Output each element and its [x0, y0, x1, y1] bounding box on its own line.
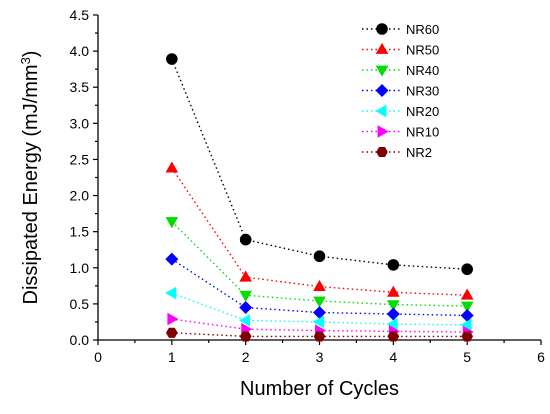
x-tick-label: 0 [94, 349, 102, 365]
legend-item-nr10: NR10 [362, 125, 439, 140]
x-axis-ticks: 0 1 2 3 4 5 6 [94, 340, 545, 365]
data-point [461, 263, 473, 276]
data-point [165, 252, 179, 266]
data-point [460, 301, 474, 313]
legend-item-nr20: NR20 [362, 104, 439, 119]
data-point [313, 331, 326, 342]
series-nr50 [165, 161, 474, 300]
x-tick-label: 4 [389, 349, 397, 365]
legend-label: NR40 [406, 63, 439, 78]
legend-marker [375, 84, 389, 97]
data-point [165, 217, 179, 229]
legend-label: NR50 [406, 43, 439, 58]
series-line [171, 318, 468, 333]
data-point [460, 288, 474, 300]
y-tick-label: 3.5 [70, 79, 90, 95]
data-point [165, 286, 177, 300]
legend-label: NR20 [406, 104, 439, 119]
data-point [313, 296, 326, 308]
legend-label: NR60 [406, 22, 439, 37]
series-nr2 [165, 327, 474, 342]
data-point [165, 327, 178, 338]
data-point [239, 314, 251, 327]
series-line [171, 221, 468, 307]
legend-item-nr50: NR50 [362, 43, 439, 58]
data-point [313, 250, 326, 263]
legend-item-nr2: NR2 [362, 145, 432, 160]
data-point [312, 315, 324, 329]
series-nr30 [165, 252, 474, 322]
data-point [387, 300, 400, 312]
legend-label: NR2 [406, 145, 432, 160]
y-tick-label: 1.0 [70, 260, 90, 276]
data-point [313, 279, 326, 291]
x-tick-label: 6 [537, 349, 545, 365]
y-axis-ticks: 0.0 0.5 1.0 1.5 2.0 2.5 3.0 3.5 4.0 4.5 [70, 7, 98, 348]
series-nr20 [165, 286, 472, 332]
series-nr40 [165, 217, 474, 313]
data-point [165, 161, 179, 173]
data-point [386, 317, 398, 331]
series-nr60 [166, 53, 473, 276]
x-tick-label: 2 [242, 349, 250, 365]
data-point [387, 285, 400, 297]
data-point [387, 331, 400, 342]
x-tick-label: 3 [316, 349, 324, 365]
data-point [386, 307, 400, 321]
data-point [167, 312, 179, 326]
data-point [387, 259, 400, 271]
legend-label: NR10 [406, 125, 439, 140]
y-tick-label: 2.5 [70, 151, 90, 167]
data-point [460, 318, 472, 332]
legend-marker [375, 42, 389, 54]
legend-marker [376, 23, 388, 35]
data-point [461, 331, 474, 342]
legend-item-nr60: NR60 [362, 22, 439, 37]
y-tick-label: 4.5 [70, 7, 90, 23]
series-line [171, 167, 468, 296]
legend-marker [376, 146, 388, 158]
data-point [239, 331, 252, 342]
y-tick-label: 1.5 [70, 224, 90, 240]
legend: NR60 NR50 NR40 NR30 NR20 NR10 NR2 [362, 22, 439, 160]
plot-area: 0 1 2 3 4 5 6 0.0 0.5 1.0 1.5 2.0 2.5 3.0 3.5 4.0 4.5 [70, 7, 546, 365]
legend-marker [375, 104, 387, 118]
data-point [239, 270, 252, 282]
y-tick-label: 0.0 [70, 332, 90, 348]
y-tick-label: 3.0 [70, 115, 90, 131]
data-point [166, 53, 178, 65]
data-point [239, 301, 253, 314]
legend-item-nr30: NR30 [362, 84, 439, 99]
series-layer [165, 53, 474, 342]
y-tick-label: 2.0 [70, 188, 90, 204]
legend-marker [375, 65, 389, 77]
x-axis-title: Number of Cycles [240, 378, 399, 400]
legend-item-nr40: NR40 [362, 63, 439, 78]
x-tick-label: 1 [168, 349, 176, 365]
legend-label: NR30 [406, 84, 439, 99]
y-axis-title: Dissipated Energy (mJ/mm3) [18, 51, 43, 305]
data-point [239, 290, 252, 302]
legend-marker [377, 125, 389, 138]
x-tick-label: 5 [463, 349, 471, 365]
data-point [239, 233, 252, 246]
y-tick-label: 4.0 [70, 43, 90, 59]
y-tick-label: 0.5 [70, 296, 90, 312]
